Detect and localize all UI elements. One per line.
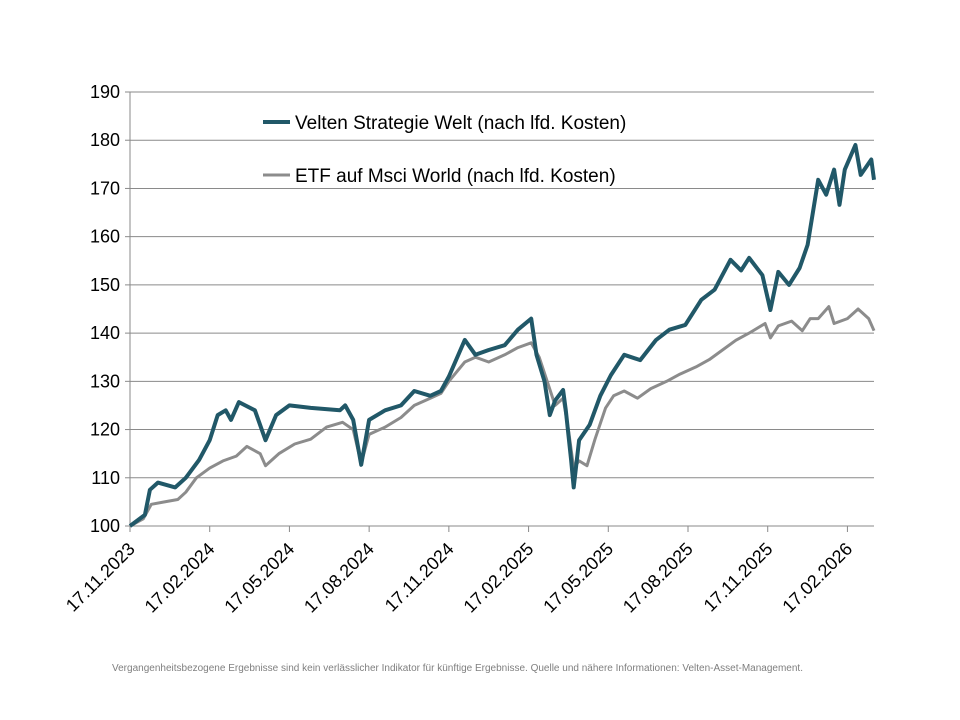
gridlines xyxy=(130,91,874,479)
x-tick-label: 17.11.2024 xyxy=(381,539,458,616)
y-tick-label: 130 xyxy=(90,371,120,391)
x-tick-label: 17.08.2025 xyxy=(619,539,697,617)
y-tick-label: 150 xyxy=(90,275,120,295)
legend-label-etf: ETF auf Msci World (nach lfd. Kosten) xyxy=(295,166,616,187)
disclaimer-footer: Vergangenheitsbezogene Ergebnisse sind k… xyxy=(112,663,803,674)
x-tick-label: 17.11.2025 xyxy=(700,539,777,616)
y-tick-label: 140 xyxy=(90,323,120,343)
axes xyxy=(129,92,874,527)
y-tick-label: 190 xyxy=(90,82,120,102)
y-tick-label: 100 xyxy=(90,516,120,536)
series-lines xyxy=(128,143,876,528)
x-tick-label: 17.02.2024 xyxy=(141,539,219,617)
y-tick-label: 120 xyxy=(90,420,120,440)
series-line-etf xyxy=(129,305,876,528)
x-tick-label: 17.02.2025 xyxy=(460,539,538,617)
y-tick-label: 180 xyxy=(90,130,120,150)
x-tick-label: 17.11.2023 xyxy=(62,539,139,616)
x-axis-ticks: 17.11.2023 17.02.2024 17.05.2024 17.08.2024… xyxy=(62,526,856,617)
y-tick-label: 110 xyxy=(91,468,120,488)
series-line-velten xyxy=(128,143,876,528)
legend-label-velten: Velten Strategie Welt (nach lfd. Kosten) xyxy=(295,113,626,134)
y-axis-ticks: 100 110 120 130 140 150 160 170 180 190 xyxy=(90,82,130,536)
y-tick-label: 160 xyxy=(90,227,120,247)
x-tick-label: 17.02.2026 xyxy=(778,539,856,617)
x-tick-label: 17.08.2024 xyxy=(300,539,378,617)
x-tick-label: 17.05.2024 xyxy=(220,539,298,617)
y-tick-label: 170 xyxy=(90,178,120,198)
legend: Velten Strategie Welt (nach lfd. Kosten)… xyxy=(263,113,626,187)
x-tick-label: 17.05.2025 xyxy=(539,539,617,617)
